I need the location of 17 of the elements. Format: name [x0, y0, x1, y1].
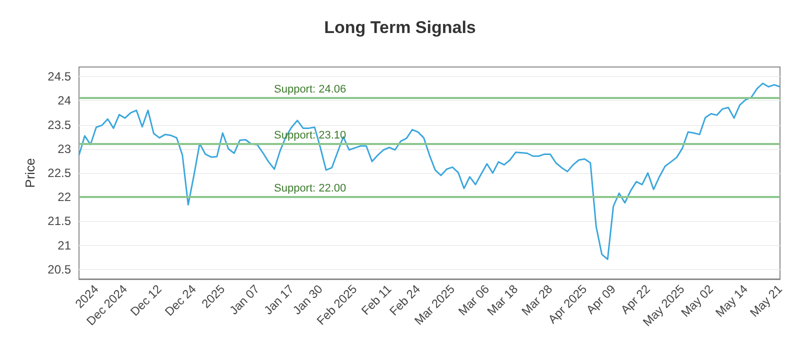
y-tick-label: 24.5 [48, 70, 72, 84]
x-tick-label: Dec 12 [128, 282, 165, 319]
x-tick-label: Dec 24 [162, 282, 200, 319]
line-series [78, 82, 781, 260]
y-tick-label: 22 [58, 190, 72, 204]
y-tick-label: 23.5 [48, 118, 72, 132]
y-tick-label: 21 [58, 238, 72, 252]
y-tick-label: 23 [58, 142, 72, 156]
x-tick-label: Jan 07 [226, 282, 262, 318]
y-tick-label: 22.5 [48, 166, 72, 180]
ref-line-label: Support: 24.06 [274, 83, 346, 96]
chart-title: Long Term Signals [324, 18, 476, 37]
y-tick-label: 21.5 [48, 214, 72, 228]
y-axis-title: Price [22, 158, 38, 188]
ref-line-label: Support: 22.00 [274, 182, 346, 195]
y-tick-label: 20.5 [48, 262, 72, 276]
y-tick-label: 24 [58, 94, 72, 108]
